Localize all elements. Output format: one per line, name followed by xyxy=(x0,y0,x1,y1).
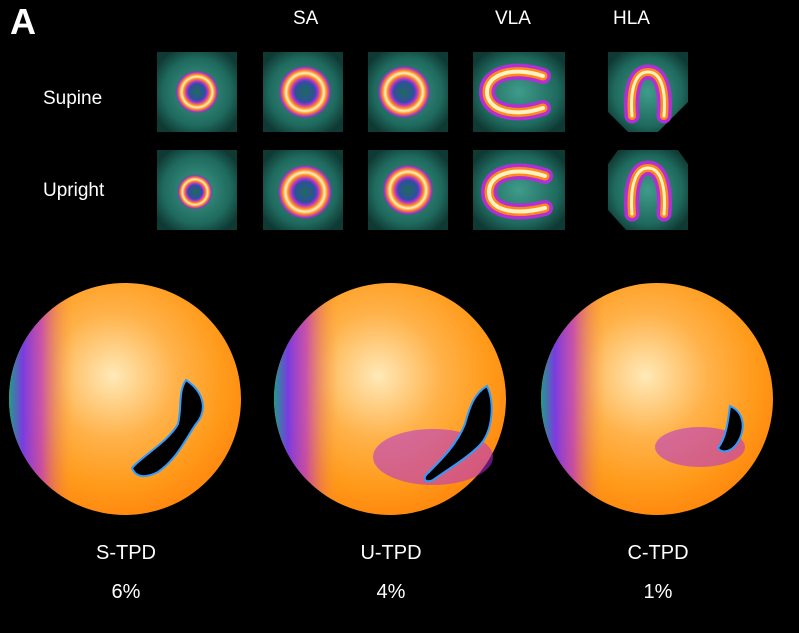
defect-region xyxy=(423,384,493,483)
upright-vla-slice xyxy=(473,150,565,230)
column-label-vla: VLA xyxy=(495,8,531,29)
polar-map-upright xyxy=(273,282,507,516)
supine-sa-slice-2 xyxy=(263,52,343,132)
metric-label-s-tpd: S-TPD xyxy=(96,542,156,564)
metric-value-u-tpd: 4% xyxy=(376,581,406,603)
supine-sa-slice-3 xyxy=(368,52,448,132)
upright-sa-slice-2 xyxy=(263,150,343,230)
polar-map-combined xyxy=(540,282,774,516)
panel-letter: A xyxy=(10,1,36,42)
row-label-supine: Supine xyxy=(43,88,103,109)
column-label-sa: SA xyxy=(293,8,319,29)
polar-map-supine xyxy=(8,282,242,516)
metric-label-u-tpd: U-TPD xyxy=(360,542,422,564)
metric-value-c-tpd: 1% xyxy=(643,581,673,603)
upright-sa-slice-3 xyxy=(368,150,448,230)
column-label-hla: HLA xyxy=(613,8,650,29)
supine-hla-slice xyxy=(608,52,688,132)
metric-label-c-tpd: C-TPD xyxy=(627,542,689,564)
metric-value-s-tpd: 6% xyxy=(111,581,141,603)
defect-region xyxy=(716,404,744,453)
upright-hla-slice xyxy=(608,150,688,230)
supine-sa-slice-1 xyxy=(157,52,237,132)
row-label-upright: Upright xyxy=(43,180,105,201)
defect-region xyxy=(130,378,204,478)
supine-vla-slice xyxy=(473,52,565,132)
upright-sa-slice-1 xyxy=(157,150,237,230)
